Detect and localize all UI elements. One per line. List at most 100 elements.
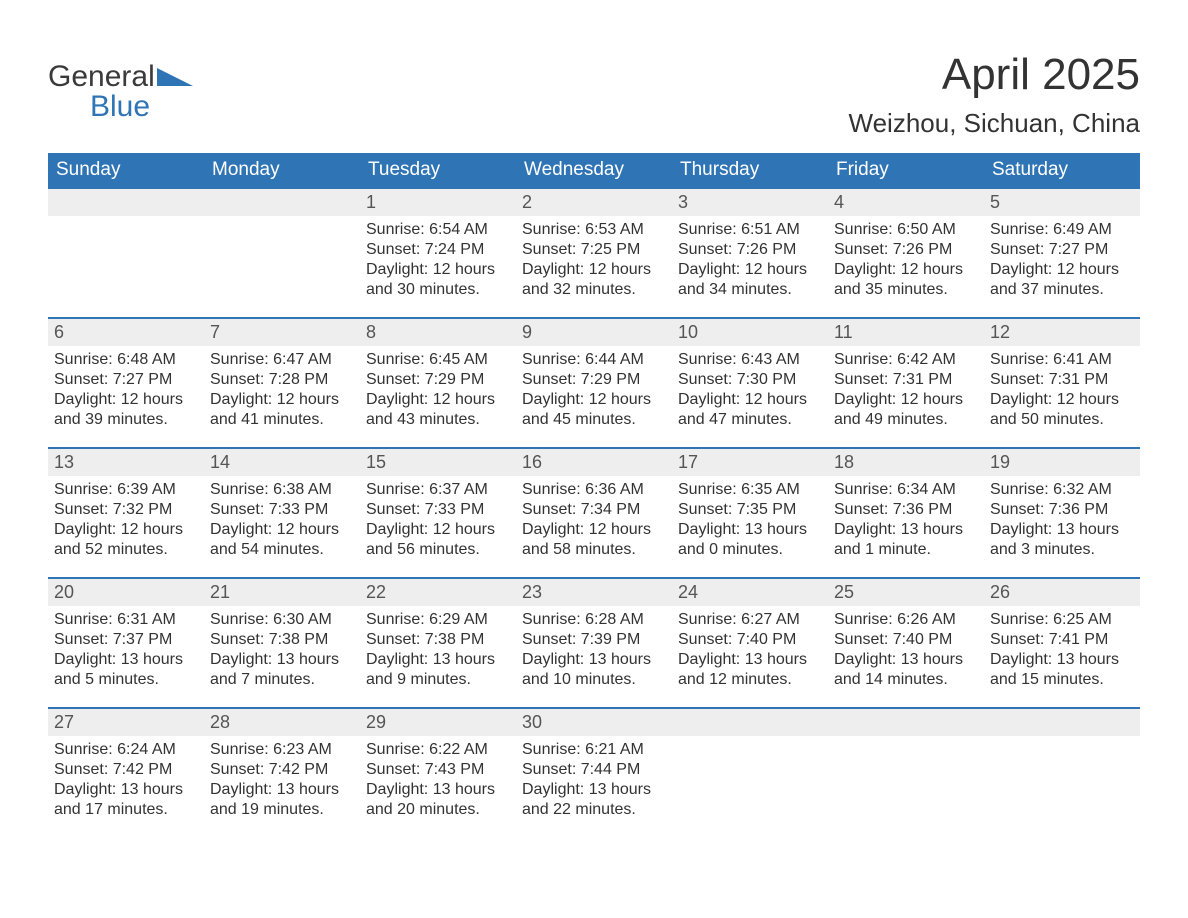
day-number — [48, 189, 204, 216]
day-number: 29 — [360, 709, 516, 736]
weeks-container: 1Sunrise: 6:54 AMSunset: 7:24 PMDaylight… — [48, 189, 1140, 837]
calendar-week: 27Sunrise: 6:24 AMSunset: 7:42 PMDayligh… — [48, 707, 1140, 837]
calendar-day: 5Sunrise: 6:49 AMSunset: 7:27 PMDaylight… — [984, 189, 1140, 317]
day-number: 20 — [48, 579, 204, 606]
daylight-text: Daylight: 12 hours — [522, 260, 666, 280]
sunset-text: Sunset: 7:40 PM — [834, 630, 978, 650]
sunset-text: Sunset: 7:40 PM — [678, 630, 822, 650]
daylight-text: Daylight: 13 hours — [990, 520, 1134, 540]
calendar-week: 13Sunrise: 6:39 AMSunset: 7:32 PMDayligh… — [48, 447, 1140, 577]
brand-word1: General — [48, 62, 155, 92]
day-number: 22 — [360, 579, 516, 606]
daylight-text: and 12 minutes. — [678, 670, 822, 690]
brand-logo: General Blue — [48, 50, 193, 122]
sunrise-text: Sunrise: 6:27 AM — [678, 610, 822, 630]
calendar-day: 28Sunrise: 6:23 AMSunset: 7:42 PMDayligh… — [204, 709, 360, 837]
calendar-day: 13Sunrise: 6:39 AMSunset: 7:32 PMDayligh… — [48, 449, 204, 577]
sunrise-text: Sunrise: 6:31 AM — [54, 610, 198, 630]
daylight-text: Daylight: 12 hours — [834, 260, 978, 280]
calendar-day: 21Sunrise: 6:30 AMSunset: 7:38 PMDayligh… — [204, 579, 360, 707]
sunset-text: Sunset: 7:27 PM — [990, 240, 1134, 260]
sunrise-text: Sunrise: 6:22 AM — [366, 740, 510, 760]
day-number: 6 — [48, 319, 204, 346]
sunrise-text: Sunrise: 6:43 AM — [678, 350, 822, 370]
sunrise-text: Sunrise: 6:48 AM — [54, 350, 198, 370]
calendar-day: 10Sunrise: 6:43 AMSunset: 7:30 PMDayligh… — [672, 319, 828, 447]
sunrise-text: Sunrise: 6:25 AM — [990, 610, 1134, 630]
sunrise-text: Sunrise: 6:26 AM — [834, 610, 978, 630]
day-number — [672, 709, 828, 736]
sunset-text: Sunset: 7:32 PM — [54, 500, 198, 520]
daylight-text: and 47 minutes. — [678, 410, 822, 430]
calendar-day: 2Sunrise: 6:53 AMSunset: 7:25 PMDaylight… — [516, 189, 672, 317]
day-number: 5 — [984, 189, 1140, 216]
sunset-text: Sunset: 7:25 PM — [522, 240, 666, 260]
sunset-text: Sunset: 7:38 PM — [366, 630, 510, 650]
day-number — [828, 709, 984, 736]
day-number: 18 — [828, 449, 984, 476]
title-block: April 2025 Weizhou, Sichuan, China — [849, 50, 1140, 139]
sunset-text: Sunset: 7:36 PM — [990, 500, 1134, 520]
calendar-day-empty — [48, 189, 204, 317]
calendar-day: 29Sunrise: 6:22 AMSunset: 7:43 PMDayligh… — [360, 709, 516, 837]
sunset-text: Sunset: 7:33 PM — [366, 500, 510, 520]
day-number: 24 — [672, 579, 828, 606]
sunset-text: Sunset: 7:34 PM — [522, 500, 666, 520]
calendar-week: 20Sunrise: 6:31 AMSunset: 7:37 PMDayligh… — [48, 577, 1140, 707]
daylight-text: Daylight: 13 hours — [54, 650, 198, 670]
daylight-text: Daylight: 12 hours — [366, 390, 510, 410]
sunset-text: Sunset: 7:26 PM — [834, 240, 978, 260]
location-label: Weizhou, Sichuan, China — [849, 108, 1140, 139]
daylight-text: Daylight: 12 hours — [54, 390, 198, 410]
sunrise-text: Sunrise: 6:24 AM — [54, 740, 198, 760]
day-number: 2 — [516, 189, 672, 216]
calendar-day: 8Sunrise: 6:45 AMSunset: 7:29 PMDaylight… — [360, 319, 516, 447]
daylight-text: and 17 minutes. — [54, 800, 198, 820]
calendar-day: 7Sunrise: 6:47 AMSunset: 7:28 PMDaylight… — [204, 319, 360, 447]
sunset-text: Sunset: 7:29 PM — [366, 370, 510, 390]
calendar-day: 11Sunrise: 6:42 AMSunset: 7:31 PMDayligh… — [828, 319, 984, 447]
calendar-day-empty — [828, 709, 984, 837]
calendar-day: 9Sunrise: 6:44 AMSunset: 7:29 PMDaylight… — [516, 319, 672, 447]
sunrise-text: Sunrise: 6:23 AM — [210, 740, 354, 760]
daylight-text: and 35 minutes. — [834, 280, 978, 300]
dow-cell: Sunday — [48, 153, 204, 189]
dow-cell: Tuesday — [360, 153, 516, 189]
daylight-text: Daylight: 12 hours — [522, 520, 666, 540]
sunrise-text: Sunrise: 6:28 AM — [522, 610, 666, 630]
daylight-text: and 52 minutes. — [54, 540, 198, 560]
sunset-text: Sunset: 7:42 PM — [54, 760, 198, 780]
calendar-day-empty — [672, 709, 828, 837]
daylight-text: Daylight: 12 hours — [366, 520, 510, 540]
daylight-text: and 20 minutes. — [366, 800, 510, 820]
daylight-text: Daylight: 13 hours — [210, 650, 354, 670]
day-number: 21 — [204, 579, 360, 606]
calendar-day: 15Sunrise: 6:37 AMSunset: 7:33 PMDayligh… — [360, 449, 516, 577]
day-number: 26 — [984, 579, 1140, 606]
calendar-day: 22Sunrise: 6:29 AMSunset: 7:38 PMDayligh… — [360, 579, 516, 707]
sunset-text: Sunset: 7:41 PM — [990, 630, 1134, 650]
sunrise-text: Sunrise: 6:45 AM — [366, 350, 510, 370]
sunset-text: Sunset: 7:43 PM — [366, 760, 510, 780]
daylight-text: Daylight: 12 hours — [210, 390, 354, 410]
calendar-day: 19Sunrise: 6:32 AMSunset: 7:36 PMDayligh… — [984, 449, 1140, 577]
day-number: 17 — [672, 449, 828, 476]
sunrise-text: Sunrise: 6:34 AM — [834, 480, 978, 500]
dow-cell: Wednesday — [516, 153, 672, 189]
day-number: 10 — [672, 319, 828, 346]
month-title: April 2025 — [849, 50, 1140, 100]
sunrise-text: Sunrise: 6:41 AM — [990, 350, 1134, 370]
daylight-text: Daylight: 12 hours — [678, 390, 822, 410]
daylight-text: Daylight: 13 hours — [834, 520, 978, 540]
daylight-text: and 19 minutes. — [210, 800, 354, 820]
calendar-day: 3Sunrise: 6:51 AMSunset: 7:26 PMDaylight… — [672, 189, 828, 317]
daylight-text: and 10 minutes. — [522, 670, 666, 690]
dow-cell: Saturday — [984, 153, 1140, 189]
day-number: 27 — [48, 709, 204, 736]
daylight-text: and 54 minutes. — [210, 540, 354, 560]
daylight-text: and 49 minutes. — [834, 410, 978, 430]
sunrise-text: Sunrise: 6:21 AM — [522, 740, 666, 760]
sunset-text: Sunset: 7:42 PM — [210, 760, 354, 780]
daylight-text: and 15 minutes. — [990, 670, 1134, 690]
sunrise-text: Sunrise: 6:32 AM — [990, 480, 1134, 500]
